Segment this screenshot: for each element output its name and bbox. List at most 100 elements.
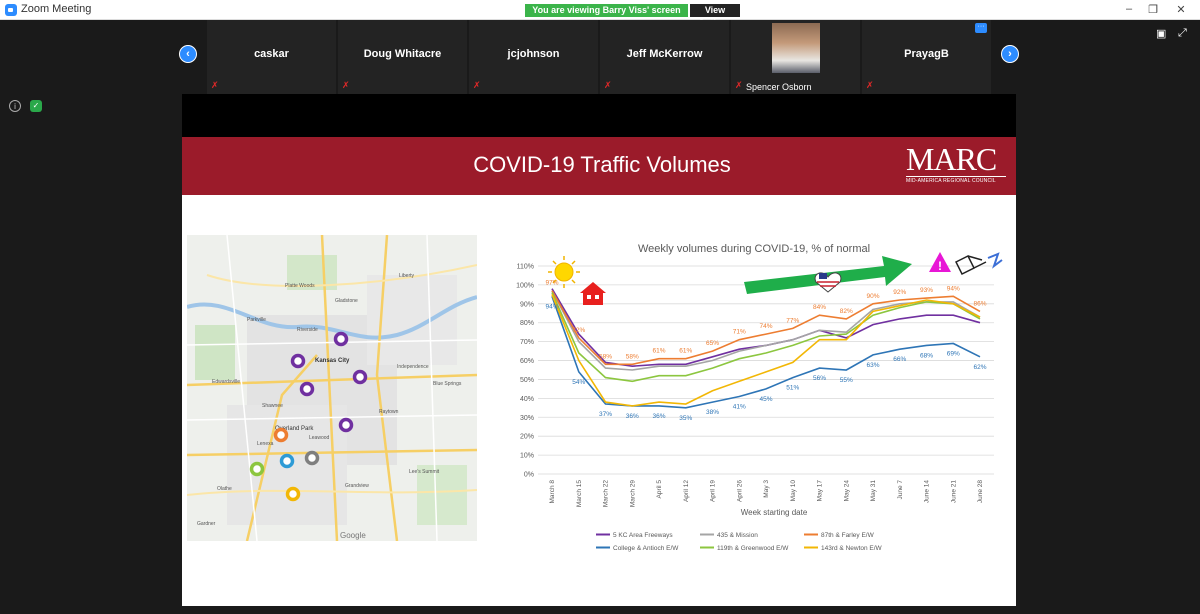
data-label: 72% [572, 327, 585, 334]
google-attribution: Google [340, 531, 366, 540]
map-label: Liberty [399, 273, 415, 279]
x-tick-label: April 12 [683, 480, 690, 502]
x-tick-label: April 19 [710, 480, 717, 502]
data-label: 66% [893, 356, 906, 363]
fullscreen-icon[interactable]: ⤢ [1178, 27, 1187, 39]
y-tick-label: 40% [520, 396, 534, 403]
mic-muted-icon: ✗ [866, 80, 874, 90]
data-label: 41% [733, 403, 746, 410]
participant-name: PrayagB [904, 48, 949, 60]
x-tick-label: May 31 [870, 480, 877, 502]
next-page-icon[interactable]: › [1001, 45, 1019, 63]
warning-icon: ! [929, 252, 951, 273]
map-label: Gardner [197, 521, 216, 527]
legend-entry: 435 & Mission [717, 532, 758, 539]
x-tick-label: June 28 [977, 480, 984, 504]
y-tick-label: 0% [524, 472, 534, 479]
data-label: 82% [840, 308, 853, 315]
traffic-map: Kansas City Independence Overland Park S… [187, 235, 477, 541]
data-label: 92% [893, 289, 906, 296]
data-label: 62% [973, 364, 986, 371]
participant-name: Spencer Osborn [746, 82, 812, 92]
series-line [551, 296, 981, 409]
map-label: Edwardsville [212, 379, 240, 385]
map-label: Shawnee [262, 403, 283, 409]
fireworks-icon [954, 252, 1003, 276]
data-label: 63% [866, 362, 879, 369]
y-tick-label: 90% [520, 301, 534, 308]
x-tick-label: May 17 [817, 480, 824, 502]
y-tick-label: 60% [520, 358, 534, 365]
x-tick-label: April 26 [736, 480, 743, 502]
slide-header: COVID-19 Traffic Volumes MARC MID-AMERIC… [182, 137, 1016, 195]
data-label: 84% [813, 304, 826, 311]
view-options-button[interactable]: View Options ⌄ [690, 4, 740, 41]
map-label: Olathe [217, 486, 232, 492]
layout-icon[interactable]: ▣ [1156, 28, 1167, 40]
traffic-marker-gray [304, 450, 320, 466]
traffic-marker-orange [273, 427, 289, 443]
x-tick-label: June 14 [924, 480, 931, 504]
minimize-icon[interactable]: – [1125, 3, 1133, 15]
marc-logo: MARC MID-AMERICA REGIONAL COUNCIL [906, 143, 1006, 184]
data-label: 93% [920, 287, 933, 294]
svg-text:!: ! [938, 259, 942, 273]
encryption-shield-icon[interactable]: ✓ [30, 100, 42, 112]
y-tick-label: 20% [520, 434, 534, 441]
data-label: 71% [733, 329, 746, 336]
participant-tile-video[interactable]: ✗ Spencer Osborn [731, 20, 860, 94]
y-tick-label: 10% [520, 453, 534, 460]
traffic-marker-purple [338, 417, 354, 433]
y-tick-label: 70% [520, 339, 534, 346]
previous-page-icon[interactable]: ‹ [179, 45, 197, 63]
map-label: Raytown [379, 409, 399, 415]
restore-icon[interactable]: ❐ [1148, 4, 1158, 16]
traffic-marker-purple [333, 331, 349, 347]
participant-name: jcjohnson [507, 48, 560, 60]
x-tick-label: May 24 [843, 480, 850, 502]
traffic-marker-purple [352, 369, 368, 385]
data-label: 77% [786, 317, 799, 324]
marc-logo-text: MARC [906, 141, 997, 177]
x-tick-label: June 21 [950, 480, 957, 504]
map-label: Leawood [309, 435, 330, 441]
participant-tile[interactable]: caskar ✗ [207, 20, 336, 94]
participant-tile[interactable]: ··· PrayagB ✗ [862, 20, 991, 94]
data-label: 58% [626, 353, 639, 360]
x-tick-label: March 15 [576, 480, 583, 507]
data-label: 37% [599, 411, 612, 418]
mic-muted-icon: ✗ [604, 80, 612, 90]
x-tick-label: April 5 [656, 480, 663, 499]
participant-tile[interactable]: Jeff McKerrow ✗ [600, 20, 729, 94]
meeting-info-icon[interactable]: i [9, 100, 21, 112]
x-tick-label: June 7 [897, 480, 904, 500]
more-options-icon[interactable]: ··· [975, 23, 987, 33]
slide-black-bar [182, 94, 1016, 137]
x-tick-label: March 29 [629, 480, 636, 507]
close-icon[interactable]: ✕ [1176, 4, 1186, 16]
traffic-marker-purple [299, 381, 315, 397]
map-label: Parkville [247, 317, 266, 323]
data-label: 65% [706, 340, 719, 347]
participant-tile[interactable]: Doug Whitacre ✗ [338, 20, 467, 94]
data-label: 94% [545, 303, 558, 310]
mic-muted-icon: ✗ [342, 80, 350, 90]
data-label: 58% [599, 353, 612, 360]
map-label: Riverside [297, 327, 318, 333]
x-axis-title: Week starting date [741, 508, 808, 517]
x-tick-label: March 8 [549, 480, 556, 504]
data-label: 55% [840, 377, 853, 384]
traffic-marker-blue [279, 453, 295, 469]
mic-muted-icon: ✗ [735, 80, 743, 90]
window-title: Zoom Meeting [21, 3, 92, 15]
participant-tile[interactable]: jcjohnson ✗ [469, 20, 598, 94]
legend-entry: 87th & Farley E/W [821, 532, 875, 539]
x-tick-label: May 10 [790, 480, 797, 502]
data-label: 36% [652, 413, 665, 420]
participant-video [772, 23, 820, 73]
data-label: 45% [759, 396, 772, 403]
participant-name: Jeff McKerrow [626, 48, 703, 60]
map-label: Overland Park [275, 426, 314, 432]
map-label: Lenexa [257, 441, 274, 447]
series-line [551, 290, 981, 366]
